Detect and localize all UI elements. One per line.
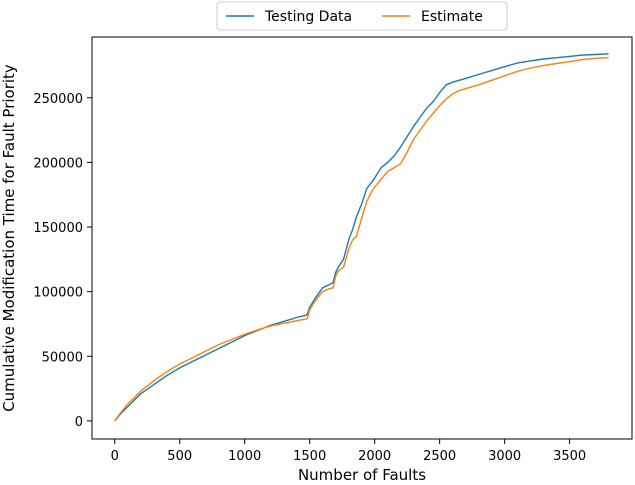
y-axis: 0 50000 100000 150000 200000 250000 bbox=[33, 92, 92, 430]
legend: Testing Data Estimate bbox=[216, 1, 508, 31]
legend-label-estimate: Estimate bbox=[421, 9, 483, 25]
y-tick-label: 250000 bbox=[33, 92, 83, 107]
x-axis-label: Number of Faults bbox=[298, 466, 426, 484]
x-tick-label: 3500 bbox=[553, 449, 586, 464]
x-tick-label: 1000 bbox=[228, 449, 261, 464]
x-tick-label: 0 bbox=[111, 449, 119, 464]
series-line-1 bbox=[114, 57, 609, 422]
series-line-0 bbox=[114, 53, 609, 422]
y-tick-label: 0 bbox=[75, 415, 83, 430]
plot-series bbox=[114, 53, 609, 422]
x-tick-label: 2000 bbox=[358, 449, 391, 464]
legend-label-testing-data: Testing Data bbox=[264, 9, 352, 25]
y-axis-label: Cumulative Modification Time for Fault P… bbox=[0, 64, 18, 412]
y-tick-label: 150000 bbox=[33, 221, 83, 236]
y-tick-label: 50000 bbox=[42, 350, 83, 365]
x-tick-label: 2500 bbox=[423, 449, 456, 464]
x-tick-label: 1500 bbox=[293, 449, 326, 464]
x-axis: 0 500 1000 1500 2000 2500 3000 3500 bbox=[111, 439, 586, 464]
x-tick-label: 500 bbox=[167, 449, 192, 464]
plot-frame bbox=[91, 36, 633, 440]
y-tick-label: 100000 bbox=[33, 286, 83, 301]
x-tick-label: 3000 bbox=[488, 449, 521, 464]
y-tick-label: 200000 bbox=[33, 156, 83, 171]
legend-box bbox=[216, 1, 508, 31]
